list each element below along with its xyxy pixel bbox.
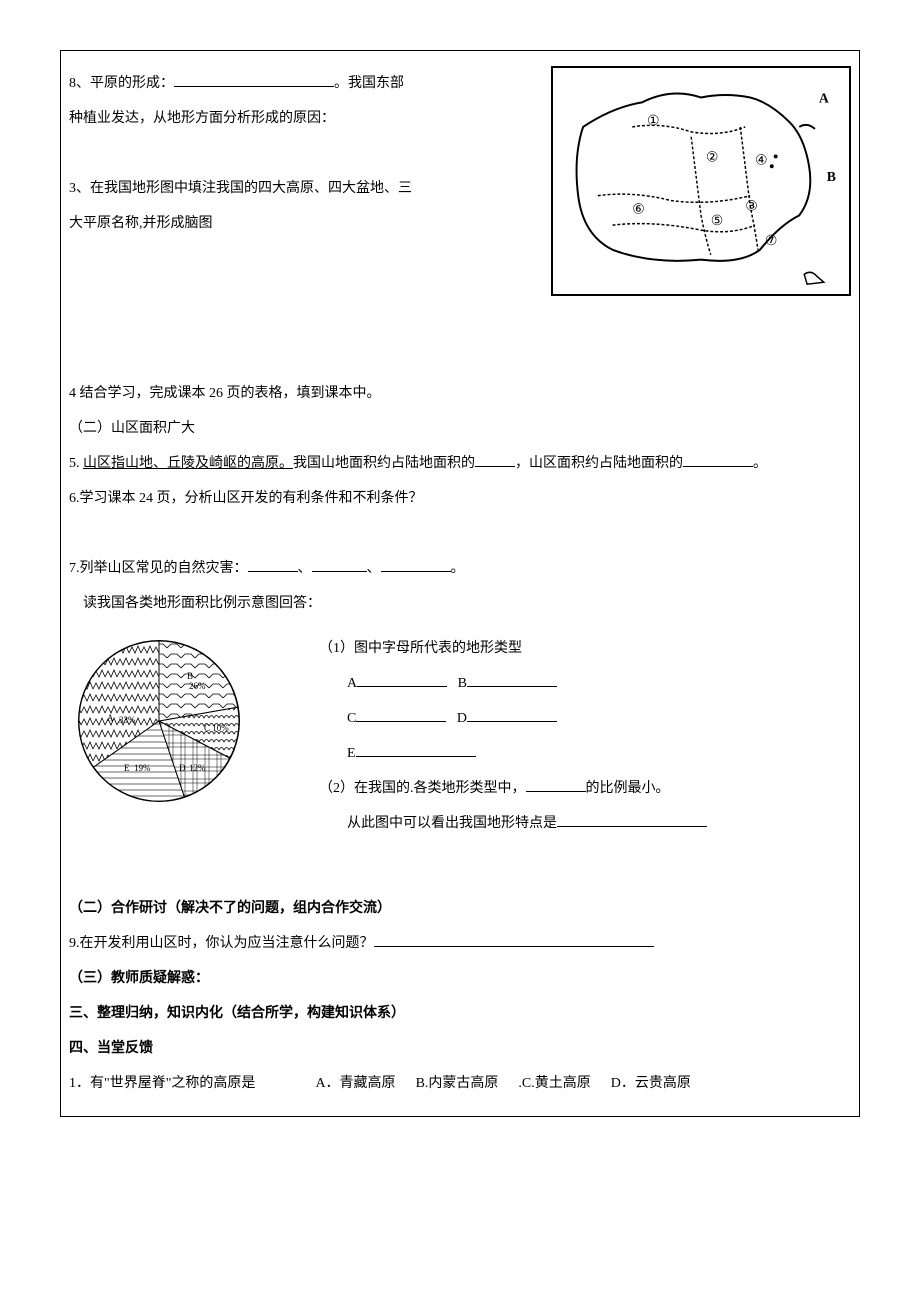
pie-label-c: C 10% (204, 723, 229, 733)
q8-prefix: 8、平原的形成： (69, 76, 174, 91)
q7-blank1[interactable] (248, 555, 298, 572)
fq1-num: 1． (69, 1066, 90, 1101)
china-map: ① ② ③ ④ ⑤ ⑥ ⑦ A B (551, 66, 851, 296)
q5-blank2[interactable] (683, 450, 753, 467)
q8-suffix: 。我国东部 (334, 76, 404, 91)
map-label-a: A (819, 90, 829, 105)
map-label-7: ⑦ (765, 233, 777, 248)
pie-label-a: A (107, 713, 114, 723)
pie-intro: 读我国各类地形面积比例示意图回答： (69, 586, 851, 621)
pie-q1-title: （1）图中字母所代表的地形类型 (319, 631, 707, 666)
fq1-optc[interactable]: .C.黄土高原 (518, 1066, 590, 1101)
q7: 7.列举山区常见的自然灾害： 、 、 。 (69, 551, 851, 586)
pie-q1-a: A (347, 676, 357, 691)
section2-title: （二）山区面积广大 (69, 411, 851, 446)
pie-q2: （2）在我国的.各类地形类型中， 的比例最小。 (319, 771, 707, 806)
pie-label-d: D (179, 763, 186, 773)
map-label-6: ⑥ (632, 201, 644, 216)
pie-q1-blank-d[interactable] (467, 705, 557, 722)
pie-q1-d: D (457, 711, 467, 726)
fq1-optd[interactable]: D．云贵高原 (611, 1066, 691, 1101)
pie-q1-blank-b[interactable] (467, 670, 557, 687)
q5-num: 5. (69, 456, 83, 471)
section4: 四、当堂反馈 (69, 1031, 851, 1066)
pie-pct-b: 26% (189, 681, 206, 691)
map-label-1: ① (647, 113, 659, 128)
q7-suffix: 。 (451, 561, 465, 576)
page-container: ① ② ③ ④ ⑤ ⑥ ⑦ A B 8、平原的形成：。我国东部 种植业发达，从地… (60, 50, 860, 1117)
q7-prefix: 7.列举山区常见的自然灾害： (69, 561, 248, 576)
q5-p3: ，山区面积约占陆地面积的 (515, 456, 683, 471)
pie-q2-p1: （2）在我国的.各类地形类型中， (319, 781, 526, 796)
section3: 三、整理归纳，知识内化（结合所学，构建知识体系） (69, 996, 851, 1031)
map-label-5: ⑤ (711, 213, 723, 228)
q5-p2: 我国山地面积约占陆地面积的 (293, 456, 475, 471)
teacher-title: （三）教师质疑解惑： (69, 961, 851, 996)
map-label-3: ③ (745, 198, 757, 213)
map-label-4: ④ (755, 152, 767, 167)
pie-q2-blank1[interactable] (526, 775, 586, 792)
fq1-optb[interactable]: B.内蒙古高原 (416, 1066, 499, 1101)
pie-pct-d: 12% (189, 763, 206, 773)
pie-q1-c: C (347, 711, 356, 726)
q9-blank[interactable] (374, 930, 654, 947)
pie-q1-blank-e[interactable] (356, 740, 476, 757)
q9: 9.在开发利用山区时，你认为应当注意什么问题？ (69, 926, 851, 961)
pie-q2-p2: 的比例最小。 (586, 781, 670, 796)
map-label-b: B (827, 169, 836, 184)
pie-q2-blank2[interactable] (557, 810, 707, 827)
pie-questions: （1）图中字母所代表的地形类型 A B C D E （2）在我国的.各类地形类型… (249, 631, 707, 841)
fq1-opta[interactable]: A．青藏高原 (315, 1066, 395, 1101)
q7-sep1: 、 (298, 561, 312, 576)
pie-section: A 33% B 26% C 10% D 12% E 19% （1）图中字母所代表… (69, 631, 851, 841)
pie-pct-a: 33% (119, 715, 136, 725)
pie-q2-line2: 从此图中可以看出我国地形特点是 (319, 806, 707, 841)
terrain-pie-chart: A 33% B 26% C 10% D 12% E 19% (69, 631, 249, 811)
pie住-q1-blank-a[interactable] (357, 670, 447, 687)
pie-label-e: E (124, 763, 130, 773)
pie-q2-l2a: 从此图中可以看出我国地形特点是 (347, 816, 557, 831)
pie-q1-b: B (458, 676, 467, 691)
pie-label-b: B (187, 671, 193, 681)
q5-p4: 。 (753, 456, 767, 471)
q8-blank[interactable] (174, 70, 334, 87)
q7-blank3[interactable] (381, 555, 451, 572)
q5: 5. 山区指山地、丘陵及崎岖的高原。我国山地面积约占陆地面积的 ，山区面积约占陆地… (69, 446, 851, 481)
coop-title: （二）合作研讨（解决不了的问题，组内合作交流） (69, 891, 851, 926)
map-label-2: ② (706, 149, 718, 164)
pie-pct-e: 19% (134, 763, 151, 773)
q6: 6.学习课本 24 页，分析山区开发的有利条件和不利条件？ (69, 481, 851, 516)
q5-blank1[interactable] (475, 450, 515, 467)
pie-q1-e: E (347, 746, 356, 761)
pie-q1-blank-c[interactable] (356, 705, 446, 722)
fq1-stem: 有"世界屋脊"之称的高原是 (90, 1066, 255, 1101)
feedback-q1: 1．有"世界屋脊"之称的高原是 A．青藏高原 B.内蒙古高原 .C.黄土高原 D… (69, 1066, 851, 1101)
q7-sep2: 、 (367, 561, 381, 576)
q7-blank2[interactable] (312, 555, 367, 572)
q4: 4 结合学习，完成课本 26 页的表格，填到课本中。 (69, 376, 851, 411)
q5-underlined: 山区指山地、丘陵及崎岖的高原。 (83, 456, 293, 471)
q9-prefix: 9.在开发利用山区时，你认为应当注意什么问题？ (69, 936, 374, 951)
